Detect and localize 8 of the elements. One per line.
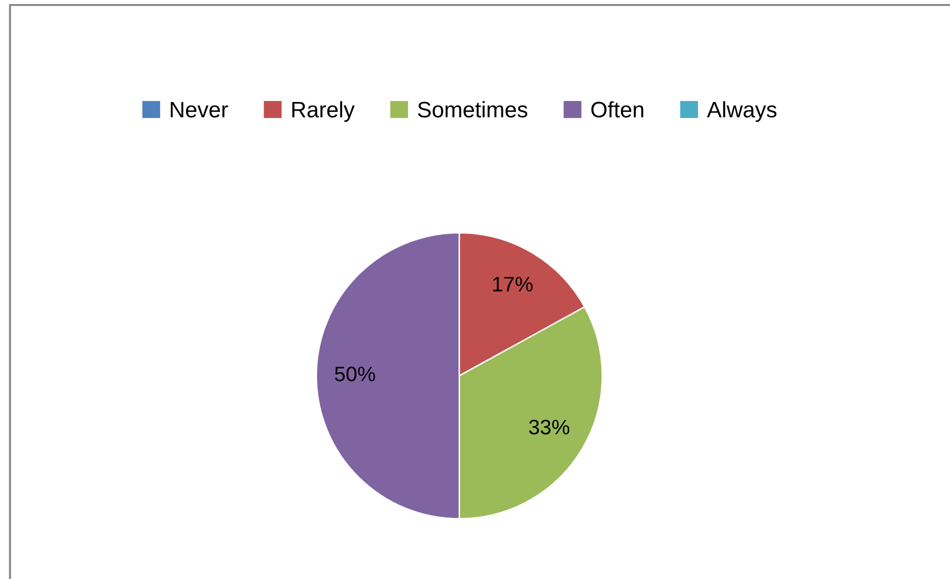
data-label: 33% (529, 420, 570, 434)
data-label: 50% (334, 366, 376, 382)
data-label: 17% (493, 276, 533, 292)
legend-label: Sometimes (418, 101, 528, 118)
legend-label: Often (591, 101, 644, 118)
legend-label: Always (706, 101, 776, 122)
legend-label: Never (170, 102, 228, 118)
legend-label: Rarely (292, 101, 355, 122)
